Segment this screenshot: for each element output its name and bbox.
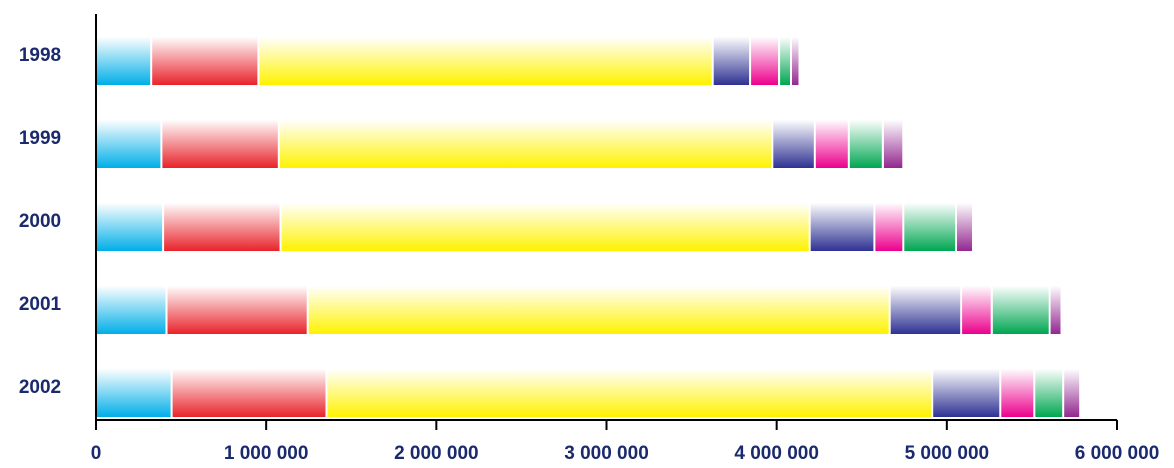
bar-segment-1998-6: [780, 23, 790, 85]
bar-segment-2001-1: [96, 272, 166, 334]
x-tick-label-4: 4 000 000: [734, 443, 819, 464]
bar-segment-2002-6: [1035, 355, 1062, 417]
x-tick-label-2: 2 000 000: [394, 443, 479, 464]
bar-segment-2000-3: [282, 189, 809, 251]
bar-segment-2001-4: [891, 272, 961, 334]
bar-segment-1998-5: [751, 23, 778, 85]
x-tick-label-5: 5 000 000: [905, 443, 990, 464]
bar-segment-1999-6: [850, 106, 882, 168]
x-tick-label-0: 0: [91, 443, 102, 464]
bar-segment-2000-7: [957, 189, 972, 251]
bar-segment-1998-3: [259, 23, 711, 85]
bar-segment-2002-4: [933, 355, 999, 417]
bar-segment-1999-1: [96, 106, 160, 168]
bar-segment-2001-3: [309, 272, 889, 334]
x-tick-label-1: 1 000 000: [224, 443, 309, 464]
bars-group: [96, 23, 1079, 417]
bar-segment-2000-2: [164, 189, 279, 251]
bar-segment-1999-7: [884, 106, 902, 168]
bar-segment-1999-4: [773, 106, 814, 168]
bar-segment-2002-3: [327, 355, 931, 417]
bar-segment-1999-3: [280, 106, 772, 168]
bar-segment-1999-5: [816, 106, 848, 168]
x-tick-label-6: 6 000 000: [1075, 443, 1160, 464]
category-label-2000: 2000: [19, 211, 61, 232]
bar-segment-2002-7: [1064, 355, 1079, 417]
bar-segment-1999-2: [162, 106, 277, 168]
bar-segment-1998-4: [714, 23, 749, 85]
bar-segment-2000-5: [875, 189, 902, 251]
category-label-2002: 2002: [19, 377, 61, 398]
bar-segment-2002-5: [1001, 355, 1033, 417]
category-label-1998: 1998: [19, 45, 61, 66]
bar-segment-2002-2: [173, 355, 326, 417]
x-tick-label-3: 3 000 000: [564, 443, 649, 464]
category-label-2001: 2001: [19, 294, 62, 315]
bar-segment-2001-7: [1051, 272, 1061, 334]
bar-segment-2001-6: [993, 272, 1049, 334]
category-label-1999: 1999: [19, 128, 61, 149]
bar-segment-2001-5: [962, 272, 991, 334]
bar-segment-2001-2: [168, 272, 307, 334]
bar-segment-1998-2: [152, 23, 257, 85]
bar-segment-1998-1: [96, 23, 150, 85]
bar-segment-2000-6: [904, 189, 955, 251]
bar-segment-2000-4: [811, 189, 874, 251]
bar-segment-2000-1: [96, 189, 162, 251]
bar-segment-2002-1: [96, 355, 171, 417]
bar-segment-1998-7: [792, 23, 799, 85]
